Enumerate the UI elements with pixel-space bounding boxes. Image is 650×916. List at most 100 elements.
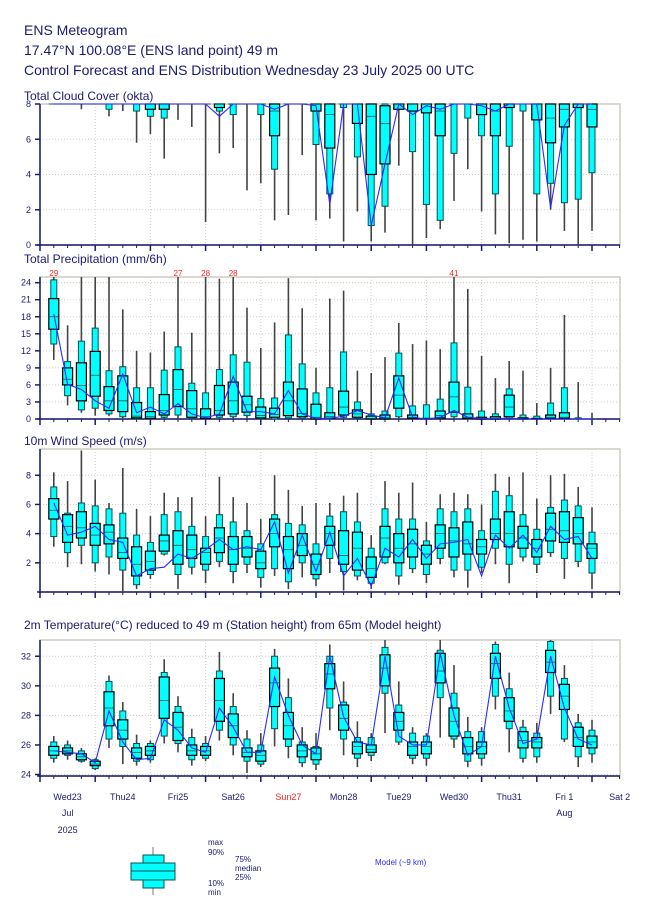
ensemble-box — [517, 370, 529, 420]
box-10-90 — [519, 103, 527, 112]
ensemble-box — [420, 521, 432, 584]
box-10-90 — [422, 404, 430, 420]
ensemble-box — [283, 103, 294, 216]
box-10-90 — [160, 514, 168, 555]
ensemble-box — [200, 277, 212, 420]
box-25-75 — [75, 511, 88, 539]
ensemble-box — [282, 678, 294, 759]
ensemble-box — [310, 367, 322, 420]
month-label: Aug — [556, 808, 572, 818]
ensemble-box — [462, 103, 473, 170]
ensemble-box — [117, 467, 129, 592]
ensemble-box — [531, 103, 543, 242]
box-25-75 — [462, 413, 474, 420]
ensemble-box — [462, 716, 474, 768]
ensemble-box — [310, 502, 322, 587]
ensemble-box — [544, 640, 557, 714]
legend-label-p25: 25% — [235, 873, 251, 882]
box-25-75 — [351, 741, 363, 755]
ensemble-box — [544, 475, 557, 557]
ensemble-box — [420, 340, 432, 420]
box-25-75 — [103, 691, 115, 727]
ensemble-box — [103, 277, 115, 417]
legend-label-p10: 10% — [208, 879, 224, 888]
y-tick-label: 28 — [21, 710, 31, 720]
box-25-75 — [407, 528, 419, 558]
box-25-75 — [158, 393, 170, 416]
ensemble-box — [407, 727, 419, 765]
ensemble-box — [365, 372, 377, 420]
control-forecast-line — [53, 653, 593, 764]
ensemble-box — [587, 412, 597, 420]
box-25-75 — [365, 415, 377, 420]
day-label: Wed30 — [440, 792, 468, 802]
ensemble-box — [296, 505, 308, 578]
ensemble-box — [489, 103, 501, 235]
ensemble-box — [282, 278, 294, 419]
forecast-subtitle: Control Forecast and ENS Distribution We… — [24, 62, 475, 78]
ensemble-box — [379, 481, 391, 565]
ensemble-box — [131, 350, 143, 420]
box-25-75 — [586, 543, 598, 560]
y-tick-label: 3 — [26, 397, 31, 407]
ensemble-box — [75, 747, 88, 763]
ensemble-box — [586, 103, 598, 231]
ensemble-box — [296, 308, 308, 419]
ensemble-box — [351, 492, 363, 581]
ensemble-box — [213, 651, 225, 741]
box-25-75 — [338, 530, 350, 565]
ensemble-box — [242, 103, 252, 191]
box-25-75 — [103, 386, 115, 412]
ensemble-box — [365, 535, 377, 590]
ensemble-box — [200, 103, 211, 223]
day-label: Mon28 — [330, 792, 358, 802]
ensemble-box — [558, 315, 571, 420]
box-25-75 — [282, 381, 294, 417]
y-tick-label: 30 — [21, 681, 31, 691]
ensemble-box — [558, 473, 571, 579]
box-25-75 — [503, 511, 515, 548]
ensemble-box — [61, 481, 74, 568]
ensemble-box — [365, 733, 377, 762]
box-25-75 — [269, 667, 281, 708]
ensemble-box — [75, 450, 88, 565]
ensemble-box — [131, 734, 143, 766]
box-25-75 — [503, 394, 515, 418]
box-25-75 — [144, 411, 156, 420]
box-25-75 — [365, 556, 377, 579]
box-25-75 — [255, 550, 267, 570]
box-25-75 — [48, 498, 60, 520]
ensemble-box — [61, 325, 74, 406]
y-tick-label: 32 — [21, 651, 31, 661]
ensemble-box — [228, 103, 239, 149]
ensemble-box — [213, 103, 225, 154]
panel-title: Total Cloud Cover (okta) — [24, 89, 153, 103]
ensemble-box — [531, 498, 543, 574]
ensemble-box — [365, 103, 377, 242]
ensemble-box — [448, 277, 460, 419]
ensemble-box — [227, 693, 239, 756]
box-25-75 — [310, 403, 322, 420]
y-tick-label: 24 — [21, 770, 31, 780]
legend-label-p90: 90% — [208, 848, 224, 857]
box-25-75 — [351, 531, 363, 571]
box-25-75 — [517, 525, 529, 549]
box-25-75 — [558, 511, 571, 543]
y-tick-label: 4 — [26, 529, 31, 539]
box-25-75 — [227, 381, 239, 415]
ensemble-box — [255, 103, 266, 184]
ensemble-box — [407, 103, 419, 245]
ensemble-box — [518, 103, 528, 240]
box-25-75 — [241, 395, 253, 413]
ensemble-box — [572, 486, 584, 568]
y-tick-label: 0 — [26, 414, 31, 424]
box-25-75 — [186, 744, 198, 756]
box-25-75 — [89, 522, 101, 546]
y-tick-label: 18 — [21, 312, 31, 322]
panel-title: Total Precipitation (mm/6h) — [24, 252, 167, 266]
ensemble-box — [351, 721, 363, 768]
ensemble-box — [351, 103, 363, 212]
box-10-90 — [574, 103, 582, 200]
